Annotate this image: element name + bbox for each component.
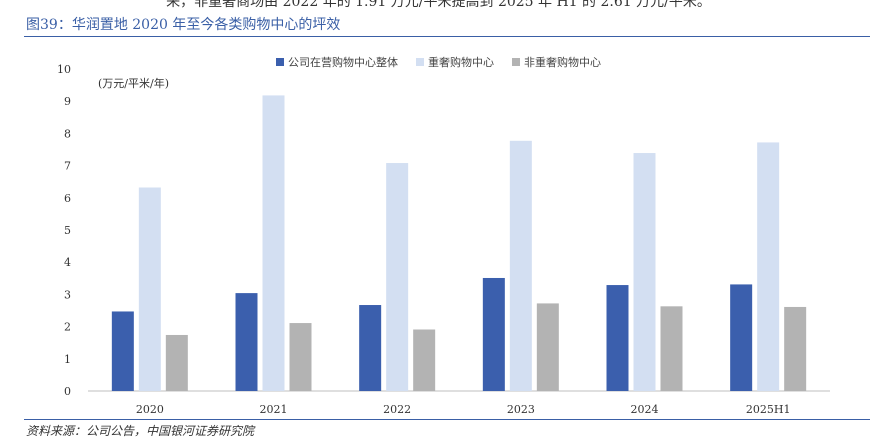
y-tick-label: 6 [64, 192, 71, 205]
y-tick-label: 4 [64, 256, 71, 269]
preceding-paragraph-text: 来，非重奢商场由 2022 年的 1.91 万元/平米提高到 2025 年 H1… [166, 0, 711, 10]
figure-title: 图39：华润置地 2020 年至今各类购物中心的坪效 [26, 17, 341, 33]
legend-item-non-luxury: 非重奢购物中心 [512, 54, 601, 70]
bar-luxury [138, 187, 161, 391]
bar-non-luxury [289, 323, 312, 391]
bar-luxury [757, 142, 780, 391]
unit-label: (万元/平米/年) [98, 77, 169, 90]
y-tick-label: 5 [64, 224, 71, 237]
x-tick-label: 2021 [260, 403, 288, 416]
legend-item-overall: 公司在营购物中心整体 [276, 54, 398, 70]
y-tick-label: 8 [64, 127, 71, 140]
y-tick-label: 9 [64, 95, 71, 108]
bar-luxury [509, 140, 532, 391]
x-tick-label: 2020 [136, 403, 164, 416]
legend-label-non-luxury: 非重奢购物中心 [524, 56, 601, 69]
legend-swatch-overall [276, 58, 284, 66]
x-tick-label: 2022 [383, 403, 411, 416]
legend-swatch-luxury [416, 58, 424, 66]
x-tick-label: 2023 [507, 403, 535, 416]
bar-overall [359, 305, 382, 391]
x-tick-label: 2025H1 [746, 403, 791, 416]
bar-overall [606, 285, 629, 391]
bar-luxury [262, 95, 285, 392]
bar-overall [482, 277, 505, 391]
source-divider [24, 419, 870, 420]
bar-non-luxury [660, 306, 683, 391]
bar-non-luxury [165, 334, 188, 391]
y-tick-label: 3 [64, 288, 71, 301]
y-tick-label: 0 [64, 385, 71, 398]
bar-non-luxury [413, 329, 436, 391]
chart-legend: 公司在营购物中心整体 重奢购物中心 非重奢购物中心 [0, 54, 877, 70]
bar-non-luxury [784, 306, 807, 391]
legend-item-luxury: 重奢购物中心 [416, 54, 494, 70]
y-tick-label: 7 [64, 160, 71, 173]
y-tick-label: 10 [57, 63, 71, 76]
bar-luxury [633, 153, 656, 391]
legend-label-overall: 公司在营购物中心整体 [288, 56, 398, 69]
bar-overall [730, 284, 753, 391]
bar-overall [111, 311, 134, 391]
y-tick-label: 2 [64, 321, 71, 334]
legend-label-luxury: 重奢购物中心 [428, 56, 494, 69]
source-note: 资料来源：公司公告，中国银河证券研究院 [26, 424, 255, 438]
legend-swatch-non-luxury [512, 58, 520, 66]
bar-non-luxury [536, 303, 559, 391]
bar-overall [235, 293, 258, 391]
x-tick-label: 2024 [631, 403, 659, 416]
title-divider [24, 36, 870, 37]
bar-luxury [386, 163, 409, 391]
y-tick-label: 1 [64, 353, 71, 366]
